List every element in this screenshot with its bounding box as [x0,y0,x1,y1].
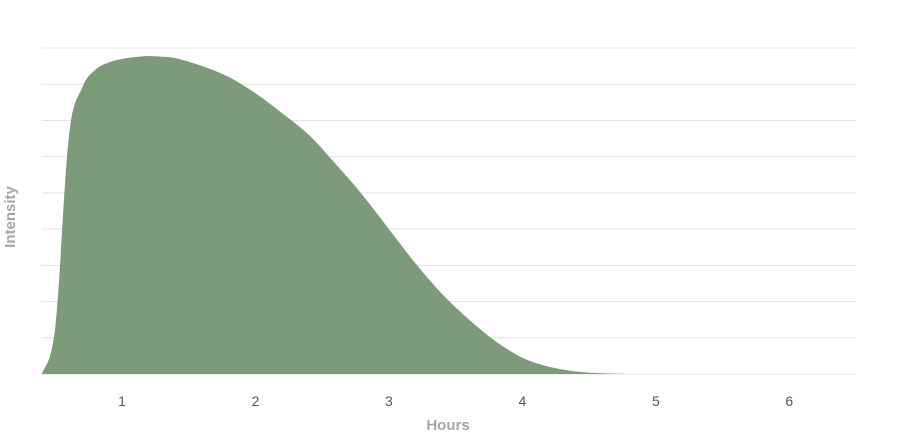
x-tick-label: 1 [118,393,126,409]
x-tick-label: 6 [785,393,793,409]
y-axis-title: Intensity [2,186,19,248]
area-series [42,55,856,375]
x-tick-label: 2 [252,393,260,409]
x-tick-label: 5 [652,393,660,409]
x-tick-label: 4 [518,393,526,409]
area-fill [42,55,856,375]
x-axis-ticks: 1 2 3 4 5 6 [118,393,793,409]
x-axis-title: Hours [426,417,469,434]
x-tick-label: 3 [385,393,393,409]
